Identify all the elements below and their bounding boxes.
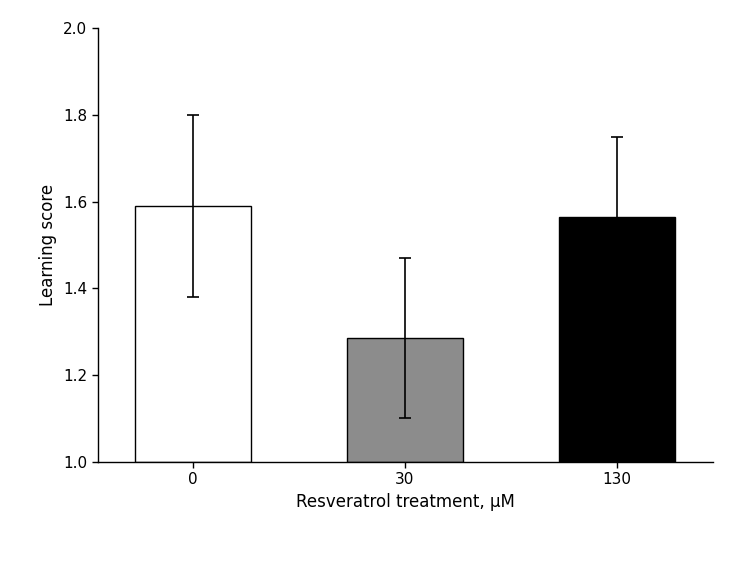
Bar [346,338,464,462]
Y-axis label: Learning score: Learning score [39,184,57,306]
Bar [134,206,251,462]
Bar [559,217,676,462]
X-axis label: Resveratrol treatment, μM: Resveratrol treatment, μM [296,493,514,511]
